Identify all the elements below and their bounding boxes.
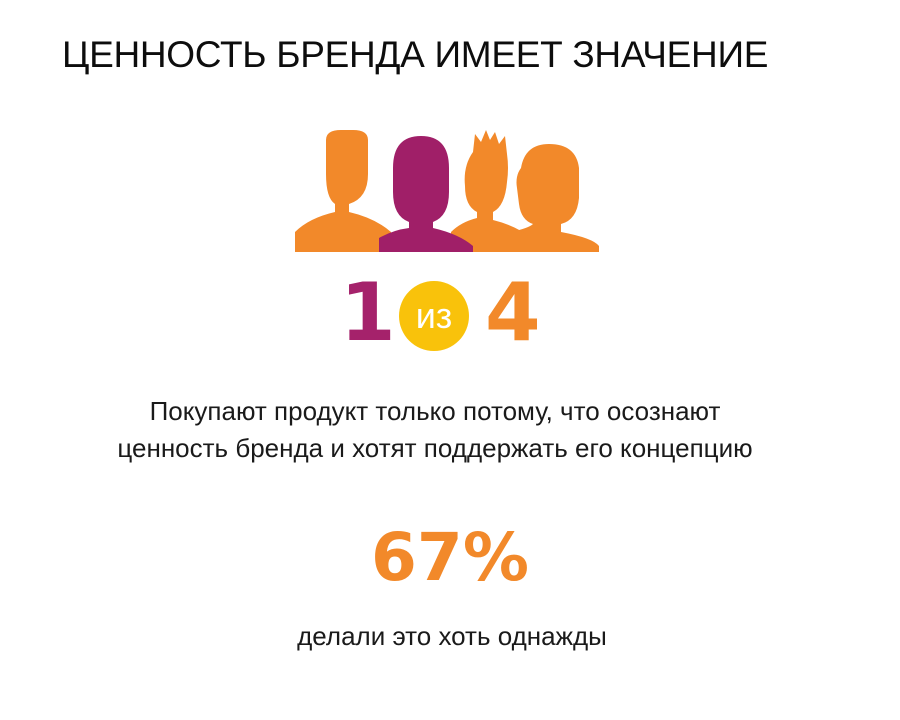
person-orange-left-icon	[295, 130, 391, 252]
description-text: Покупают продукт только потому, что осоз…	[0, 393, 870, 467]
ratio-one-in-four: 1 из 4	[340, 272, 560, 354]
people-group-icon	[295, 130, 599, 252]
person-purple-highlighted-icon	[379, 136, 473, 252]
stat-percentage: 67%	[371, 519, 529, 596]
ratio-connector-badge: из	[399, 281, 469, 351]
person-orange-spiky-icon	[451, 130, 531, 252]
description-line-2: ценность бренда и хотят поддержать его к…	[117, 433, 753, 463]
ratio-denominator: 4	[485, 266, 541, 359]
description-line-1: Покупают продукт только потому, что осоз…	[149, 396, 721, 426]
stat-caption: делали это хоть однажды	[297, 621, 607, 651]
person-orange-right-icon	[511, 144, 599, 252]
ratio-numerator: 1	[340, 266, 396, 359]
page-title: ЦЕННОСТЬ БРЕНДА ИМЕЕТ ЗНАЧЕНИЕ	[62, 34, 769, 75]
